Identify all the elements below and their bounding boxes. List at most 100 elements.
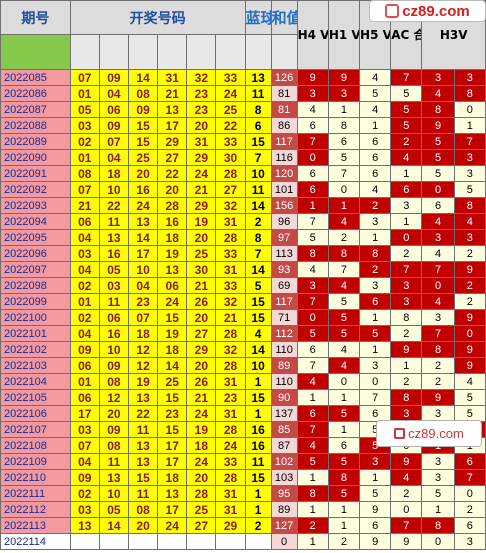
winning-number-cell: 04: [98, 85, 130, 102]
blue-ball-cell: 16: [244, 421, 272, 438]
winning-number-cell: 07: [127, 309, 159, 326]
metric-cell: 0: [453, 101, 486, 118]
period-cell: 2022086: [0, 85, 71, 102]
winning-number-cell: 06: [98, 309, 130, 326]
winning-number-cell: 28: [215, 421, 246, 438]
metric-cell: 3: [359, 213, 392, 230]
blue-ball-cell: 14: [244, 197, 272, 214]
winning-number-cell: 01: [69, 149, 100, 166]
metric-cell: 4: [296, 261, 329, 278]
metric-cell: 6: [359, 165, 392, 182]
blue-ball-cell: 10: [244, 357, 272, 374]
metric-cell: 5: [296, 325, 329, 342]
blue-ball-cell: 4: [244, 325, 272, 342]
metric-cell: 6: [359, 517, 392, 534]
winning-number-cell: 09: [69, 469, 100, 486]
blue-ball-cell: 15: [244, 309, 272, 326]
winning-number-cell: 31: [215, 485, 246, 502]
winning-number-cell: 20: [186, 309, 217, 326]
table-row: 2022111 02 10 11 13 28 31 1 95 8 5 5 2 5 0: [0, 485, 486, 502]
winning-number-cell: 20: [186, 469, 217, 486]
winning-number-cell: 04: [69, 325, 100, 342]
h1-header: H1 V+ 蓝V: [327, 0, 361, 70]
winning-number-cell: 06: [69, 213, 100, 230]
winning-number-cell: 22: [98, 197, 130, 214]
metric-cell: 5: [327, 453, 361, 470]
metric-cell: 5: [327, 485, 361, 502]
metric-cell: 1: [390, 213, 423, 230]
metric-cell: 5: [421, 485, 455, 502]
metric-cell: 0: [453, 325, 486, 342]
period-cell: 2022094: [0, 213, 71, 230]
table-row: 2022099 01 11 23 24 26 32 15 117 7 5 6 3 4 2: [0, 293, 486, 310]
blue-ball-cell: 7: [244, 149, 272, 166]
metric-cell: 1: [296, 197, 329, 214]
metric-cell: 9: [453, 261, 486, 278]
table-row: 2022104 01 08 19 25 26 31 1 110 4 0 0 2 2 4: [0, 373, 486, 390]
winning-number-cell: 03: [69, 421, 100, 438]
winning-number-cell: 13: [157, 101, 188, 118]
metric-cell: 7: [327, 261, 361, 278]
blue-ball-cell: 11: [244, 181, 272, 198]
metric-cell: 8: [453, 197, 486, 214]
metric-cell: 5: [390, 101, 423, 118]
winning-number-cell: 13: [69, 517, 100, 534]
winning-number-cell: 23: [127, 293, 159, 310]
blue-ball-cell: 15: [244, 133, 272, 150]
metric-cell: 1: [390, 165, 423, 182]
blue-ball-cell: 15: [244, 293, 272, 310]
sum-cell: 126: [270, 69, 298, 86]
table-row: 2022092 07 10 16 20 21 27 11 101 6 0 4 6 0 5: [0, 181, 486, 198]
sum-cell: 0: [270, 533, 298, 550]
metric-cell: 3: [390, 197, 423, 214]
metric-cell: 5: [327, 293, 361, 310]
period-cell: 2022111: [0, 485, 71, 502]
period-cell: 2022107: [0, 421, 71, 438]
metric-cell: 0: [421, 533, 455, 550]
winning-number-cell: [98, 533, 130, 550]
metric-cell: 8: [327, 469, 361, 486]
winning-number-cell: 02: [69, 309, 100, 326]
winning-number-cell: 22: [127, 405, 159, 422]
winning-number-cell: 04: [69, 229, 100, 246]
winning-number-cell: 33: [215, 453, 246, 470]
winning-number-cell: 09: [98, 357, 130, 374]
sum-cell: 102: [270, 453, 298, 470]
winning-number-cell: 12: [127, 357, 159, 374]
metric-cell: 9: [359, 501, 392, 518]
winning-number-cell: 15: [157, 309, 188, 326]
metric-cell: 7: [296, 357, 329, 374]
winning-number-cell: 03: [69, 501, 100, 518]
table-row: 2022085 07 09 14 31 32 33 13 126 9 9 4 7 3 3: [0, 69, 486, 86]
winning-number-cell: 21: [69, 197, 100, 214]
winning-number-cell: 28: [215, 165, 246, 182]
metric-cell: 8: [296, 245, 329, 262]
metric-cell: 4: [327, 213, 361, 230]
period-cell: 2022103: [0, 357, 71, 374]
metric-cell: 3: [421, 405, 455, 422]
blue-ball-cell: 15: [244, 389, 272, 406]
period-cell: 2022109: [0, 453, 71, 470]
metric-cell: 3: [359, 277, 392, 294]
site-badge[interactable]: cz89.com: [369, 0, 486, 22]
table-row: 2022094 06 11 13 16 19 31 2 96 7 4 3 1 4 4: [0, 213, 486, 230]
metric-cell: 3: [390, 405, 423, 422]
metric-cell: 2: [453, 501, 486, 518]
winning-number-cell: 17: [127, 245, 159, 262]
metric-cell: 4: [390, 149, 423, 166]
period-cell: 2022114: [0, 533, 71, 550]
winning-number-cell: 24: [186, 405, 217, 422]
winning-number-cell: [127, 533, 159, 550]
winning-number-cell: 11: [127, 421, 159, 438]
metric-cell: 5: [327, 405, 361, 422]
metric-cell: 7: [327, 165, 361, 182]
winning-number-cell: 08: [98, 437, 130, 454]
period-cell: 2022089: [0, 133, 71, 150]
winning-number-cell: 18: [157, 469, 188, 486]
sum-cell: 97: [270, 229, 298, 246]
winning-number-cell: 02: [69, 485, 100, 502]
winning-number-cell: 21: [215, 309, 246, 326]
winning-number-cell: 32: [215, 197, 246, 214]
metric-cell: 3: [421, 469, 455, 486]
metric-cell: 4: [421, 213, 455, 230]
